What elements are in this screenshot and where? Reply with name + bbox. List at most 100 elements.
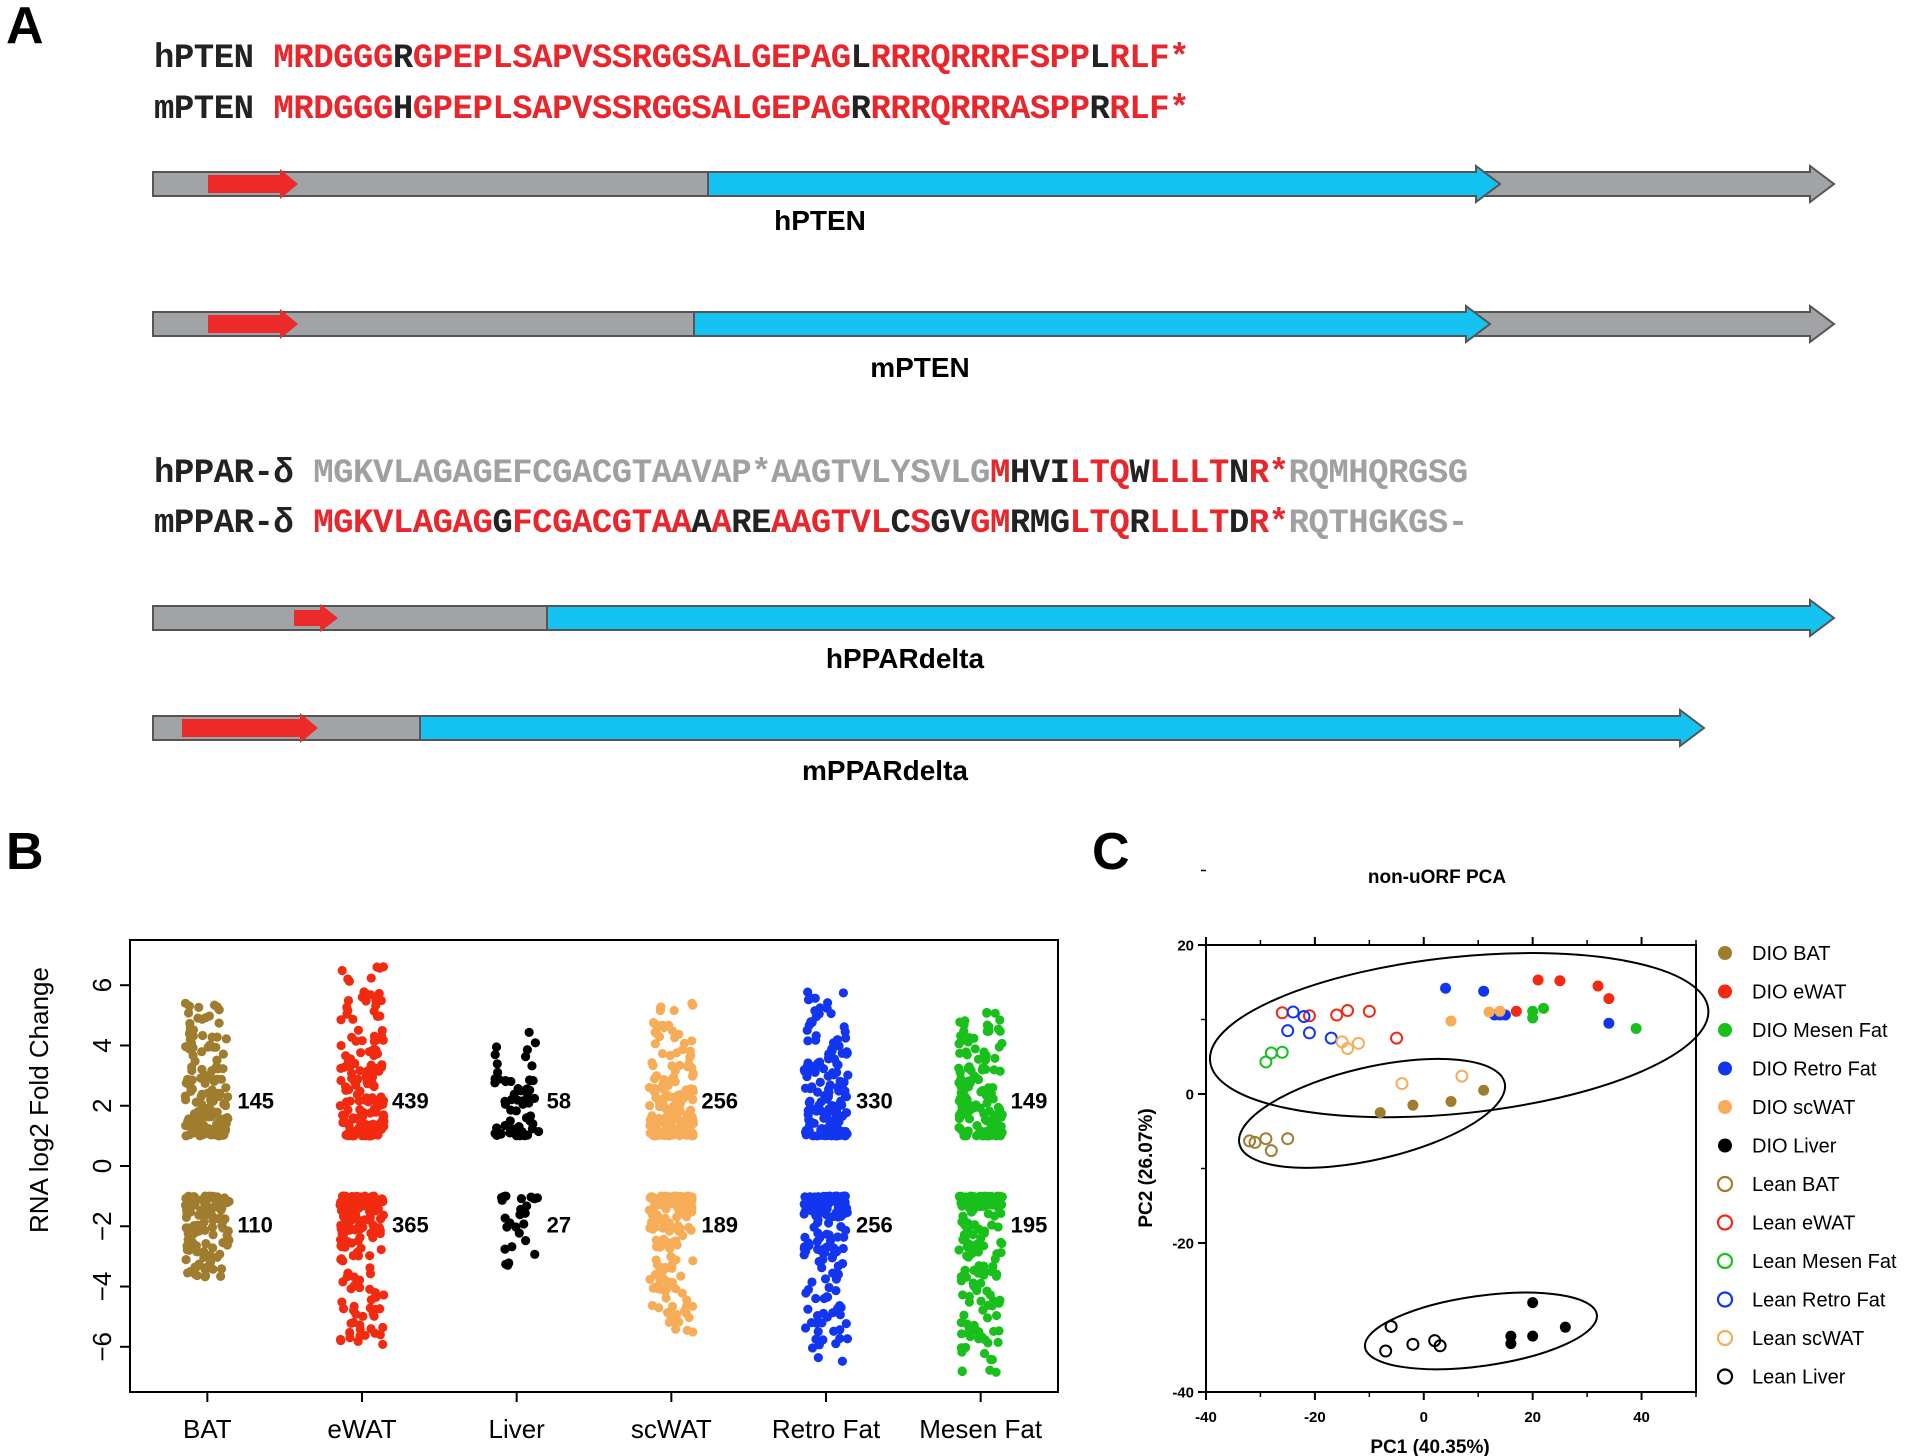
data-point [197, 1099, 207, 1110]
data-point [356, 1048, 366, 1058]
y-tick-label: −6 [87, 1332, 117, 1362]
data-point [812, 1311, 823, 1321]
hpten-sequence: hPTEN MRDGGGRGPEPLSAPVSSRGGSALGEPAGLRRRQ… [154, 40, 1189, 78]
x-tick-label: 40 [1633, 1409, 1650, 1426]
data-point [985, 1199, 995, 1210]
up-count-label: 256 [701, 1089, 738, 1114]
x-tick-label: scWAT [631, 1414, 712, 1444]
data-point [350, 1225, 360, 1235]
data-point [993, 1102, 1003, 1112]
legend-label: DIO Retro Fat [1752, 1059, 1877, 1081]
sequence-segment: R [1089, 91, 1110, 129]
data-point [836, 1302, 846, 1313]
plot-frame [1205, 944, 1697, 1393]
data-point [355, 1232, 365, 1242]
data-point [688, 1256, 698, 1266]
sequence-segment: LLLT [1149, 455, 1229, 493]
data-point [822, 998, 833, 1008]
pca-point [1259, 1132, 1273, 1146]
data-point [214, 1088, 224, 1099]
data-point [527, 1061, 537, 1071]
sequence-segment: L [1089, 40, 1110, 78]
data-point [842, 1047, 852, 1057]
data-point [822, 1192, 832, 1202]
down-count-label: 365 [392, 1212, 429, 1237]
data-point [982, 1008, 992, 1018]
chart-title: non-uORF PCA [1368, 867, 1507, 888]
data-point [190, 1269, 200, 1279]
cluster-ellipses [1208, 952, 1710, 1371]
sequence-segment: R* [1248, 505, 1289, 543]
sequence-segment: RRRQRRRFSPP [870, 40, 1090, 78]
data-point [492, 1123, 502, 1133]
pca-point [1407, 1099, 1419, 1111]
data-point [376, 995, 386, 1006]
data-point [653, 1283, 663, 1294]
sequence-segment: A [691, 505, 712, 543]
legend-marker [1716, 1329, 1734, 1347]
data-point [196, 1205, 206, 1215]
data-point [353, 1192, 363, 1202]
data-point [338, 1196, 349, 1206]
data-point [995, 1066, 1005, 1076]
data-point [652, 1117, 662, 1127]
data-point [964, 1329, 974, 1339]
data-point [956, 1031, 966, 1041]
data-point [369, 1104, 379, 1114]
data-point [995, 1015, 1005, 1025]
data-point [686, 1105, 696, 1115]
data-point [838, 1243, 848, 1254]
data-point [343, 995, 354, 1006]
data-point [651, 1235, 661, 1245]
data-point [815, 1077, 825, 1087]
data-point [352, 1089, 362, 1100]
data-point [677, 1288, 687, 1298]
data-point [500, 1096, 510, 1106]
data-point [841, 1108, 852, 1118]
sequence-segment: FCGACGTAA [512, 505, 692, 543]
data-point [335, 1334, 346, 1345]
data-point [977, 1085, 988, 1096]
data-point [355, 1066, 365, 1076]
data-point [522, 1045, 532, 1055]
pca-point [1286, 1005, 1300, 1019]
data-point [970, 1044, 980, 1054]
data-point [684, 1313, 694, 1323]
data-point [347, 1073, 357, 1083]
data-point [348, 1014, 358, 1024]
data-point [807, 1206, 817, 1216]
data-point [982, 1020, 992, 1030]
x-tick-label: BAT [183, 1414, 232, 1444]
data-point [811, 1293, 821, 1304]
data-point [833, 1060, 843, 1070]
data-point [661, 1121, 671, 1132]
data-point [358, 992, 368, 1002]
sequence-segment: AAGTVL [771, 505, 891, 543]
up-count-label: 149 [1011, 1089, 1048, 1114]
data-point [838, 988, 848, 998]
data-point [664, 1317, 674, 1328]
down-count-label: 195 [1011, 1212, 1048, 1237]
data-point [667, 1263, 677, 1274]
data-point [201, 1263, 211, 1273]
pca-point [1478, 1084, 1490, 1096]
data-point [379, 1290, 389, 1300]
x-tick-label: -20 [1304, 1409, 1326, 1426]
data-point [348, 1305, 359, 1315]
data-point [962, 1224, 972, 1234]
data-point [346, 1318, 356, 1328]
data-point [207, 1032, 217, 1042]
pca-point [1527, 1012, 1539, 1024]
data-point [837, 1083, 848, 1093]
pca-point [1302, 1026, 1316, 1040]
y-tick-label: 0 [87, 1159, 117, 1173]
data-point [654, 1098, 665, 1108]
data-point [957, 1366, 967, 1377]
data-point [212, 1061, 222, 1071]
sequence-segment: RLF* [1109, 40, 1189, 78]
sequence-segment: R [1129, 505, 1150, 543]
pca-point [1483, 1006, 1495, 1018]
data-point [686, 1225, 696, 1235]
y-tick-label: -20 [1172, 1235, 1194, 1252]
